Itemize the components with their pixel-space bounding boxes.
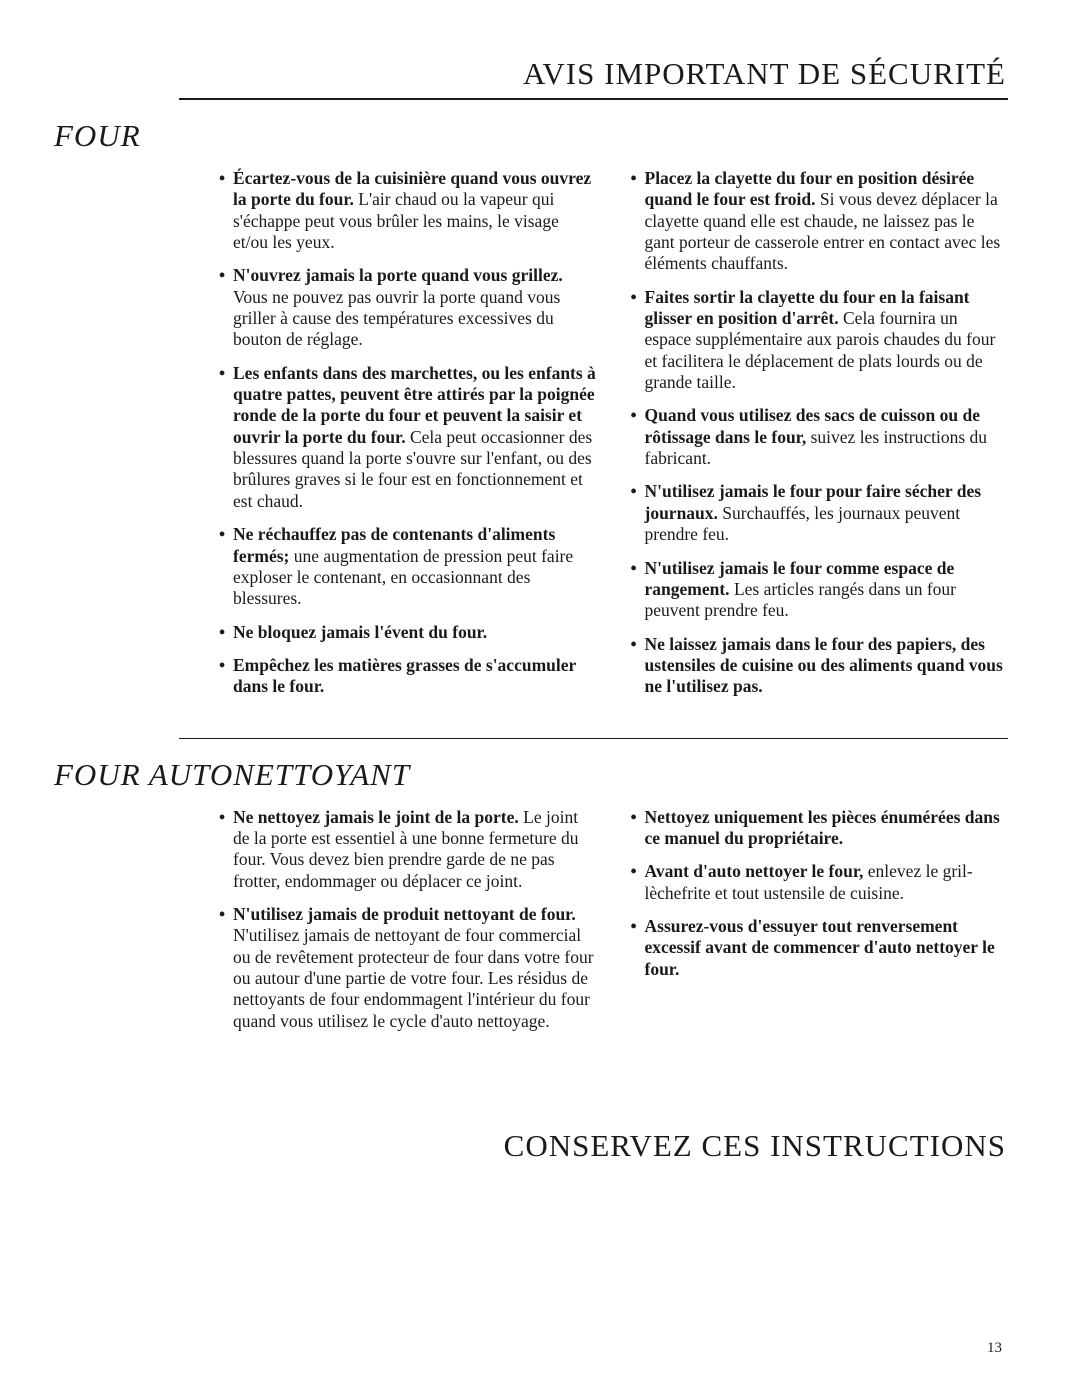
bold: Assurez-vous d'essuyer tout renversement… <box>645 916 995 979</box>
bold: Avant d'auto nettoyer le four, <box>645 861 864 881</box>
bold: N'ouvrez jamais la porte quand vous gril… <box>233 265 563 285</box>
list-item: Nettoyez uniquement les pièces énumérées… <box>631 807 1009 850</box>
bold: Ne bloquez jamais l'évent du four. <box>233 622 487 642</box>
bullets-left-0: Écartez-vous de la cuisinière quand vous… <box>219 168 597 698</box>
list-item: Écartez-vous de la cuisinière quand vous… <box>219 168 597 253</box>
bold: Nettoyez uniquement les pièces énumérées… <box>645 807 1000 848</box>
section-title-four: FOUR <box>54 118 1008 154</box>
bullets-right-0: Placez la clayette du four en position d… <box>631 168 1009 698</box>
rest: N'utilisez jamais de nettoyant de four c… <box>233 925 594 1030</box>
list-item: Ne bloquez jamais l'évent du four. <box>219 622 597 643</box>
col-left: Ne nettoyez jamais le joint de la porte.… <box>219 807 597 1044</box>
footer-title: CONSERVEZ CES INSTRUCTIONS <box>54 1128 1008 1164</box>
col-right: Nettoyez uniquement les pièces énumérées… <box>631 807 1009 1044</box>
list-item: Avant d'auto nettoyer le four, enlevez l… <box>631 861 1009 904</box>
bullets-left-1: Ne nettoyez jamais le joint de la porte.… <box>219 807 597 1032</box>
bullets-right-1: Nettoyez uniquement les pièces énumérées… <box>631 807 1009 980</box>
list-item: Les enfants dans des marchettes, ou les … <box>219 363 597 512</box>
list-item: Ne réchauffez pas de contenants d'alimen… <box>219 524 597 609</box>
col-right: Placez la clayette du four en position d… <box>631 168 1009 710</box>
list-item: N'utilisez jamais de produit nettoyant d… <box>219 904 597 1032</box>
list-item: N'utilisez jamais le four comme espace d… <box>631 558 1009 622</box>
section-four-columns: Écartez-vous de la cuisinière quand vous… <box>219 168 1008 710</box>
rule-top <box>179 98 1008 100</box>
section-title-autonettoyant: FOUR AUTONETTOYANT <box>54 757 1008 793</box>
list-item: N'utilisez jamais le four pour faire séc… <box>631 481 1009 545</box>
rule-mid <box>179 738 1008 739</box>
rest: Vous ne pouvez pas ouvrir la porte quand… <box>233 287 560 350</box>
list-item: Empêchez les matières grasses de s'accum… <box>219 655 597 698</box>
list-item: Quand vous utilisez des sacs de cuisson … <box>631 405 1009 469</box>
list-item: Faites sortir la clayette du four en la … <box>631 287 1009 394</box>
section-auton-columns: Ne nettoyez jamais le joint de la porte.… <box>219 807 1008 1044</box>
list-item: Ne nettoyez jamais le joint de la porte.… <box>219 807 597 892</box>
col-left: Écartez-vous de la cuisinière quand vous… <box>219 168 597 710</box>
bold: N'utilisez jamais de produit nettoyant d… <box>233 904 576 924</box>
bold: Ne nettoyez jamais le joint de la porte. <box>233 807 519 827</box>
list-item: Ne laissez jamais dans le four des papie… <box>631 634 1009 698</box>
list-item: Assurez-vous d'essuyer tout renversement… <box>631 916 1009 980</box>
list-item: N'ouvrez jamais la porte quand vous gril… <box>219 265 597 350</box>
bold: Empêchez les matières grasses de s'accum… <box>233 655 576 696</box>
bold: Ne laissez jamais dans le four des papie… <box>645 634 1003 697</box>
list-item: Placez la clayette du four en position d… <box>631 168 1009 275</box>
page-title: AVIS IMPORTANT DE SÉCURITÉ <box>54 56 1008 92</box>
page-number: 13 <box>987 1340 1002 1357</box>
